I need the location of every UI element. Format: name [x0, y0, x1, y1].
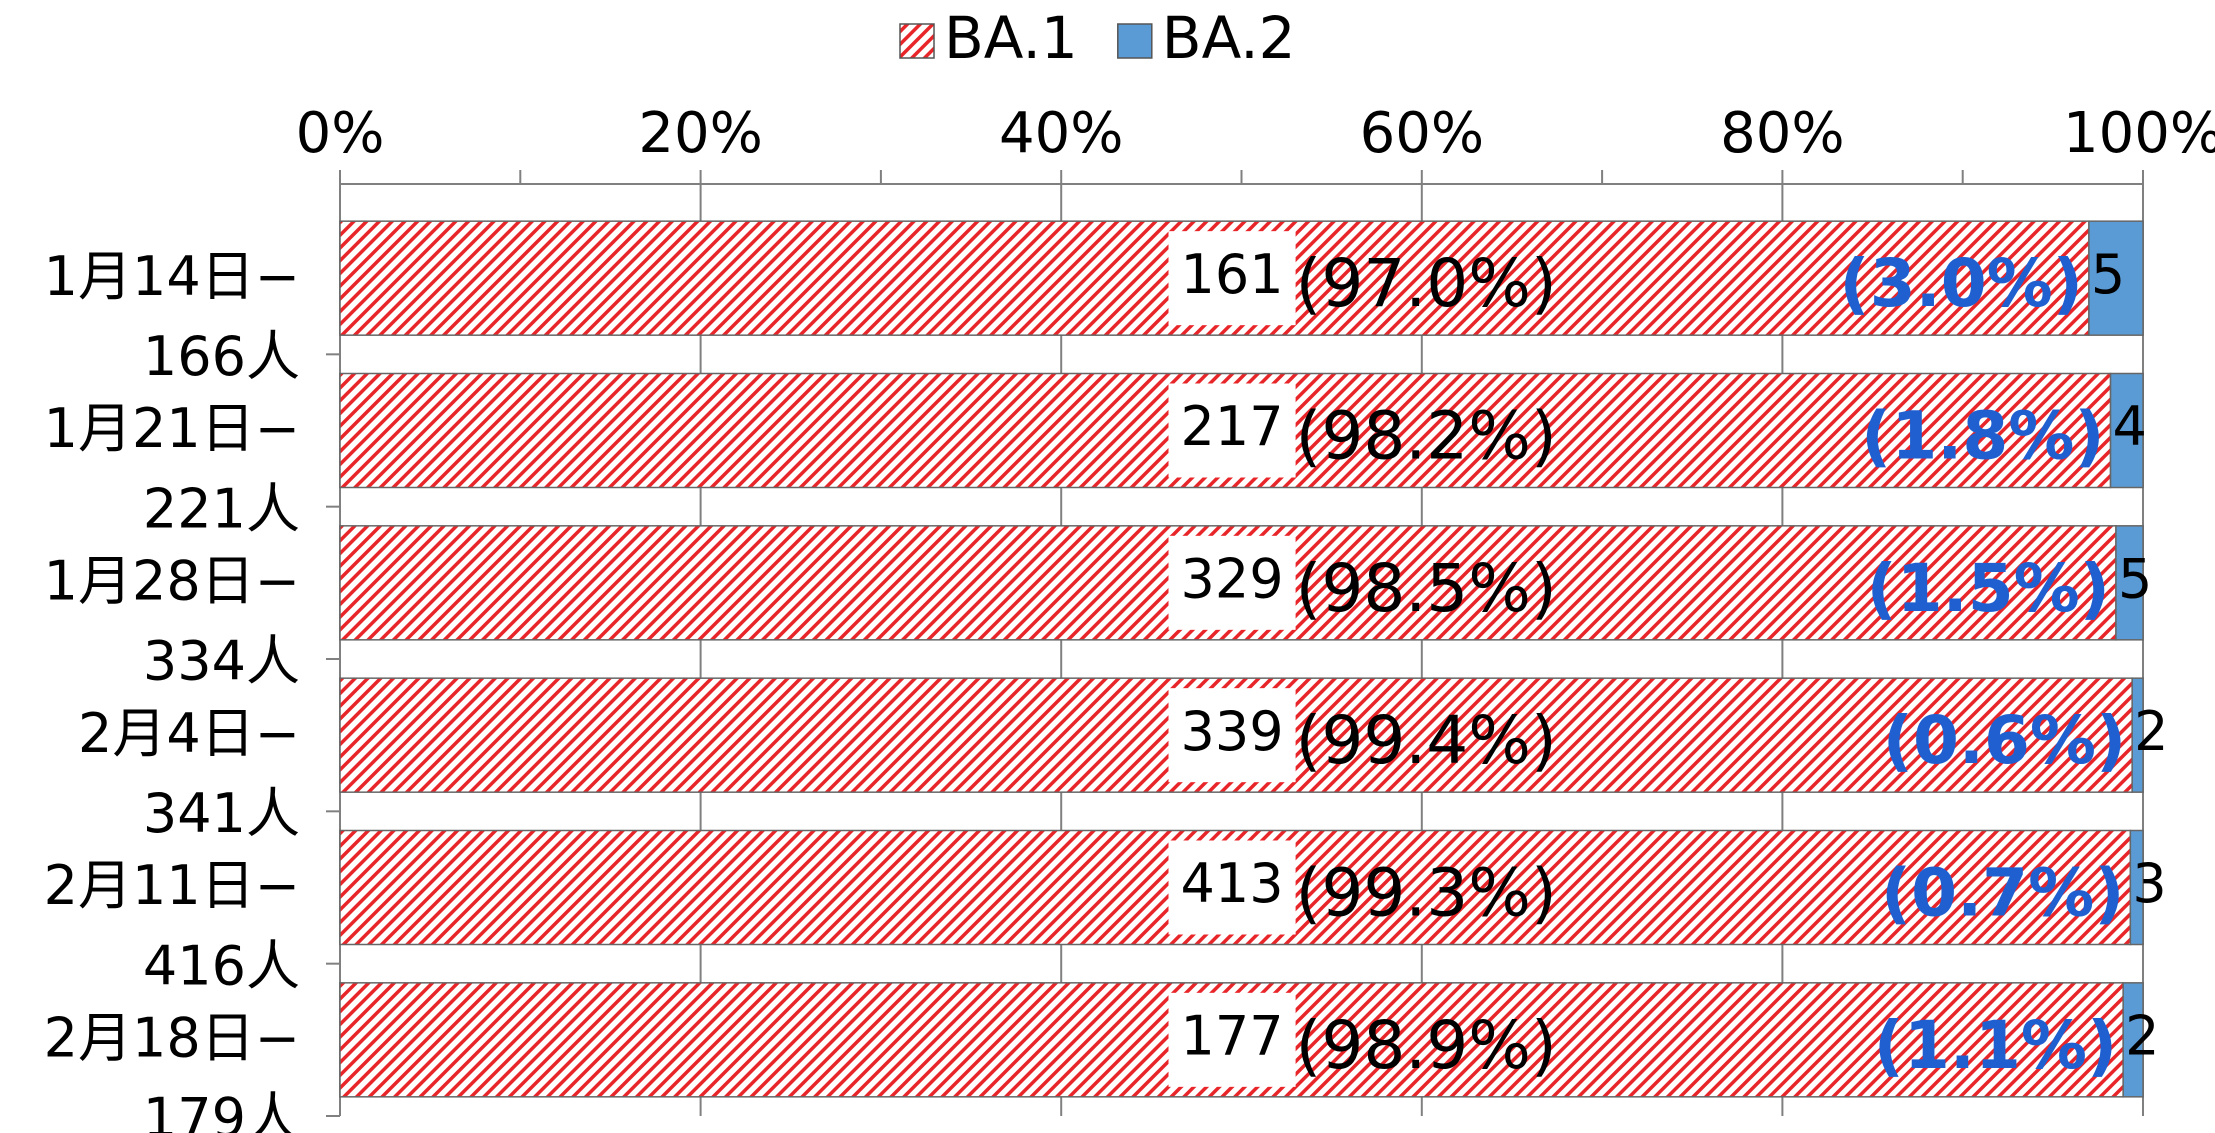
- value-label: (1.5%): [1867, 550, 2110, 627]
- count-label: 2: [2134, 700, 2168, 763]
- count-label: 413: [1181, 852, 1284, 915]
- x-tick-label: 20%: [638, 101, 762, 166]
- category-total: 179人: [143, 1087, 300, 1133]
- category-label: 2月4日−: [78, 702, 300, 765]
- value-label: (1.8%): [1861, 398, 2104, 475]
- bar-segment: [2122, 982, 2144, 1098]
- category-total: 221人: [143, 477, 300, 540]
- category-total: 166人: [143, 325, 300, 388]
- x-tick-label: 0%: [296, 101, 385, 166]
- x-tick-label: 40%: [999, 101, 1123, 166]
- category-label: 2月11日−: [44, 854, 300, 917]
- bar-segment: [2088, 220, 2144, 336]
- legend-label: BA.1: [944, 4, 1078, 72]
- count-label-bg: [1168, 231, 1296, 326]
- value-label: (98.9%): [1296, 1007, 1557, 1084]
- value-label: (98.5%): [1296, 550, 1557, 627]
- x-tick-label: 60%: [1360, 101, 1484, 166]
- category-label: 1月21日−: [44, 397, 300, 460]
- count-label: 339: [1181, 700, 1284, 763]
- value-label: (3.0%): [1840, 245, 2083, 322]
- bar-segment: [2115, 525, 2144, 641]
- count-label: 2: [2125, 1004, 2159, 1067]
- count-label-bg: [1168, 535, 1296, 630]
- bar-segment: [2109, 372, 2144, 489]
- count-label: 5: [2091, 243, 2125, 306]
- value-label: (99.4%): [1296, 702, 1557, 779]
- bar-segment: [2129, 829, 2144, 946]
- x-tick-label: 100%: [2063, 101, 2215, 166]
- value-label: (0.7%): [1881, 855, 2124, 932]
- bar-segment: [2131, 677, 2144, 793]
- value-label: (0.6%): [1883, 702, 2126, 779]
- category-total: 334人: [143, 630, 300, 693]
- count-label: 217: [1181, 395, 1284, 458]
- count-label-bg: [1168, 840, 1296, 935]
- x-tick-label: 80%: [1720, 101, 1844, 166]
- legend-swatch: [1117, 23, 1153, 59]
- count-label: 4: [2113, 395, 2147, 458]
- count-label: 3: [2132, 852, 2166, 915]
- category-label: 1月14日−: [44, 245, 300, 308]
- count-label-bg: [1168, 992, 1296, 1087]
- count-label: 161: [1181, 243, 1284, 306]
- category-total: 341人: [143, 782, 300, 845]
- value-label: (97.0%): [1296, 245, 1557, 322]
- count-label: 5: [2118, 547, 2152, 610]
- value-label: (98.2%): [1296, 398, 1557, 475]
- category-total: 416人: [143, 934, 300, 997]
- count-label: 177: [1181, 1004, 1284, 1067]
- legend-label: BA.2: [1162, 4, 1296, 72]
- count-label-bg: [1168, 688, 1296, 783]
- category-label: 2月18日−: [44, 1006, 300, 1069]
- value-label: (1.1%): [1874, 1007, 2117, 1084]
- count-label-bg: [1168, 383, 1296, 478]
- count-label: 329: [1181, 547, 1284, 610]
- category-label: 1月28日−: [44, 549, 300, 612]
- legend-swatch: [899, 23, 935, 59]
- value-label: (99.3%): [1296, 855, 1557, 932]
